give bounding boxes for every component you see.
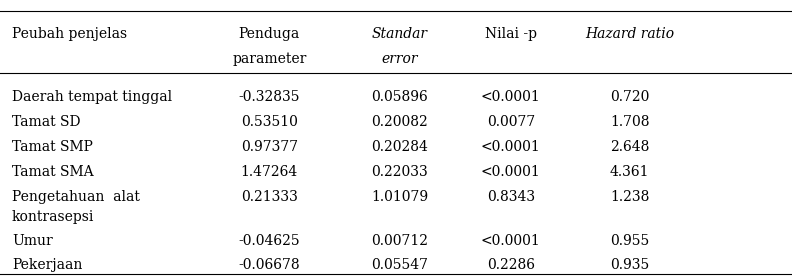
- Text: Standar: Standar: [372, 27, 428, 41]
- Text: error: error: [382, 52, 418, 66]
- Text: kontrasepsi: kontrasepsi: [12, 210, 94, 224]
- Text: parameter: parameter: [232, 52, 307, 66]
- Text: 1.01079: 1.01079: [371, 190, 428, 204]
- Text: 0.05547: 0.05547: [371, 258, 428, 272]
- Text: -0.04625: -0.04625: [238, 234, 300, 248]
- Text: 0.20082: 0.20082: [371, 115, 428, 129]
- Text: Daerah tempat tinggal: Daerah tempat tinggal: [12, 90, 172, 104]
- Text: 0.00712: 0.00712: [371, 234, 428, 248]
- Text: 1.47264: 1.47264: [241, 165, 298, 179]
- Text: Pekerjaan: Pekerjaan: [12, 258, 82, 272]
- Text: Hazard ratio: Hazard ratio: [585, 27, 674, 41]
- Text: 0.20284: 0.20284: [371, 140, 428, 154]
- Text: 0.53510: 0.53510: [241, 115, 298, 129]
- Text: Tamat SMP: Tamat SMP: [12, 140, 93, 154]
- Text: -0.32835: -0.32835: [238, 90, 300, 104]
- Text: 0.0077: 0.0077: [487, 115, 535, 129]
- Text: 0.2286: 0.2286: [487, 258, 535, 272]
- Text: Tamat SMA: Tamat SMA: [12, 165, 93, 179]
- Text: Pengetahuan  alat: Pengetahuan alat: [12, 190, 139, 204]
- Text: 0.8343: 0.8343: [487, 190, 535, 204]
- Text: 0.21333: 0.21333: [241, 190, 298, 204]
- Text: 4.361: 4.361: [610, 165, 649, 179]
- Text: -0.06678: -0.06678: [238, 258, 300, 272]
- Text: <0.0001: <0.0001: [481, 140, 541, 154]
- Text: 0.955: 0.955: [610, 234, 649, 248]
- Text: 0.935: 0.935: [610, 258, 649, 272]
- Text: <0.0001: <0.0001: [481, 234, 541, 248]
- Text: 1.238: 1.238: [610, 190, 649, 204]
- Text: 0.720: 0.720: [610, 90, 649, 104]
- Text: 0.05896: 0.05896: [371, 90, 428, 104]
- Text: <0.0001: <0.0001: [481, 90, 541, 104]
- Text: Umur: Umur: [12, 234, 52, 248]
- Text: Penduga: Penduga: [238, 27, 300, 41]
- Text: Tamat SD: Tamat SD: [12, 115, 80, 129]
- Text: 2.648: 2.648: [610, 140, 649, 154]
- Text: 1.708: 1.708: [610, 115, 649, 129]
- Text: Peubah penjelas: Peubah penjelas: [12, 27, 127, 41]
- Text: 0.97377: 0.97377: [241, 140, 298, 154]
- Text: <0.0001: <0.0001: [481, 165, 541, 179]
- Text: Nilai -p: Nilai -p: [485, 27, 537, 41]
- Text: 0.22033: 0.22033: [371, 165, 428, 179]
